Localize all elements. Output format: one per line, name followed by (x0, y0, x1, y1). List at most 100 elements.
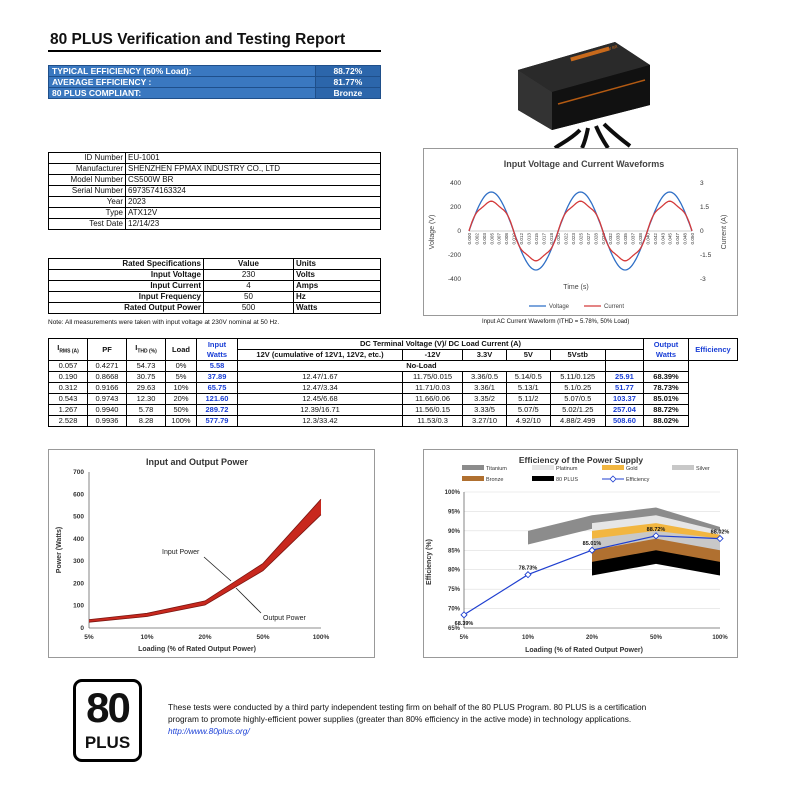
power-svg: Input and Output Power Power (Watts) Loa… (56, 457, 330, 653)
cell: 5.11/2 (505, 393, 551, 405)
cell: 257.04 (604, 404, 645, 416)
waveform-xtick: 0.018 (549, 233, 554, 245)
efficiency-point (588, 546, 596, 554)
waveform-chart: Input Voltage and Current Waveforms Volt… (423, 148, 738, 316)
spec-value: 230 (203, 269, 294, 281)
legend-label: Bronze (486, 477, 503, 483)
cell: 103.37 (604, 393, 645, 405)
waveform-xtick: 0.038 (638, 233, 643, 245)
col-pf-header: PF (87, 338, 127, 361)
waveform-xtick: 0.010 (512, 233, 517, 245)
efficiency-ytick: 65% (448, 626, 461, 632)
80plus-logo: 80 PLUS (73, 679, 142, 762)
power-ytick: 0 (80, 625, 84, 632)
power-ytick: 100 (73, 603, 84, 610)
legend-label: Efficiency (626, 477, 650, 483)
cell: 5.02/1.25 (549, 404, 606, 416)
efficiency-point (652, 532, 660, 540)
cell: 65.75 (196, 382, 238, 394)
input-power-pointer (203, 556, 232, 582)
power-loss-area (89, 499, 321, 623)
waveform-xtick: 0.007 (497, 233, 502, 245)
table-row: 1.267 0.9940 5.78 50% 289.72 12.39/16.71 11.56… (48, 404, 738, 416)
waveform-xtick: 0.005 (489, 233, 494, 245)
voltage-series-line (468, 191, 693, 271)
band-80-plus (592, 550, 720, 576)
cell: 4.92/10 (505, 415, 551, 427)
cell: 30.75 (126, 371, 166, 383)
table-row: 2.528 0.9936 8.28 100% 577.79 12.3/33.42 11.53… (48, 415, 738, 427)
col-input-header: Input Watts (196, 338, 238, 361)
cell: 0.4271 (87, 360, 127, 372)
efficiency-xtick: 20% (586, 635, 599, 641)
cell: 5.07/0.5 (549, 393, 606, 405)
legend-label: 80 PLUS (556, 477, 578, 483)
waveform-xtick: 0.045 (668, 233, 673, 245)
efficiency-point (460, 611, 468, 619)
info-label: Model Number (48, 174, 126, 186)
cell: 12.47/1.67 (237, 371, 403, 383)
cell: 5% (165, 371, 197, 383)
psu-brand-label: CS500W BR (595, 44, 618, 55)
cell: 68.39% (643, 371, 689, 383)
page-title: 80 PLUS Verification and Testing Report (50, 31, 346, 48)
cell: 5.78 (126, 404, 166, 416)
efficiency-data-label: 88.02% (711, 530, 730, 536)
summary-value: 88.72% (314, 65, 382, 77)
efficiency-data-label: 88.72% (647, 527, 666, 533)
spec-label: Input Current (48, 280, 204, 292)
footer-link[interactable]: http://www.80plus.org/ (168, 726, 250, 736)
efficiency-data-label: 85.01% (583, 541, 602, 547)
efficiency-data-label: 78.73% (519, 566, 538, 572)
power-xtick: 5% (84, 634, 94, 641)
ithd-symbol: I (135, 342, 138, 352)
power-ytick: 700 (73, 469, 84, 476)
cell: 0.9743 (87, 393, 127, 405)
waveform-xtick: 0.047 (675, 233, 680, 245)
efficiency-xtick: 5% (460, 635, 469, 641)
cell: 0.057 (48, 360, 88, 372)
waveform-y2tick: 3 (700, 180, 704, 187)
waveform-y2tick: 0 (700, 228, 704, 235)
col-dc-header: DC Terminal Voltage (V)/ DC Load Current… (237, 338, 644, 350)
waveform-xtick: 0.022 (564, 233, 569, 245)
noload-cell: No-Load (237, 360, 606, 372)
col-ithd-header: ITHD (%) (126, 338, 166, 361)
waveform-xtick: 0.000 (467, 233, 472, 245)
cell: 3.33/5 (462, 404, 507, 416)
cell: 29.63 (126, 382, 166, 394)
col-efficiency-header: Efficiency (688, 338, 738, 361)
spec-header: Units (293, 258, 381, 270)
waveform-xtick: 0.040 (645, 233, 650, 245)
efficiency-ytick: 100% (445, 490, 461, 496)
cell: 0.8668 (87, 371, 127, 383)
waveform-xtick: 0.050 (690, 233, 695, 245)
waveform-xtick: 0.020 (556, 233, 561, 245)
legend-swatch (462, 476, 484, 481)
legend-marker-efficiency (609, 475, 617, 483)
efficiency-legend: Titanium Platinum Gold Silver Bronze 80 PLUS E… (462, 465, 710, 483)
cell: 12.47/3.34 (237, 382, 403, 394)
info-label: Test Date (48, 218, 126, 230)
cell: 11.75/0.015 (401, 371, 464, 383)
cell: 0% (165, 360, 197, 372)
cell: 577.79 (196, 415, 238, 427)
power-xtick: 100% (313, 634, 330, 641)
col-5vsb-header: 5Vstb (549, 349, 606, 361)
summary-label: 80 PLUS COMPLIANT: (48, 87, 316, 99)
cell: 51.77 (604, 382, 645, 394)
efficiency-svg: Efficiency of the Power Supply Efficienc… (426, 455, 730, 654)
measurement-note: Note: All measurements were taken with i… (48, 319, 280, 326)
cell: 11.66/0.06 (401, 393, 464, 405)
efficiency-ylabel: Efficiency (%) (426, 539, 433, 585)
cell: 3.36/0.5 (462, 371, 507, 383)
cell: 0.190 (48, 371, 88, 383)
efficiency-xtick: 10% (522, 635, 535, 641)
input-power-line (88, 498, 322, 620)
spec-label: Input Frequency (48, 291, 204, 303)
spec-unit: Hz (293, 291, 381, 303)
waveform-xtick: 0.032 (608, 233, 613, 245)
legend-swatch (602, 465, 624, 470)
info-value: 2023 (125, 196, 381, 208)
info-label: Type (48, 207, 126, 219)
